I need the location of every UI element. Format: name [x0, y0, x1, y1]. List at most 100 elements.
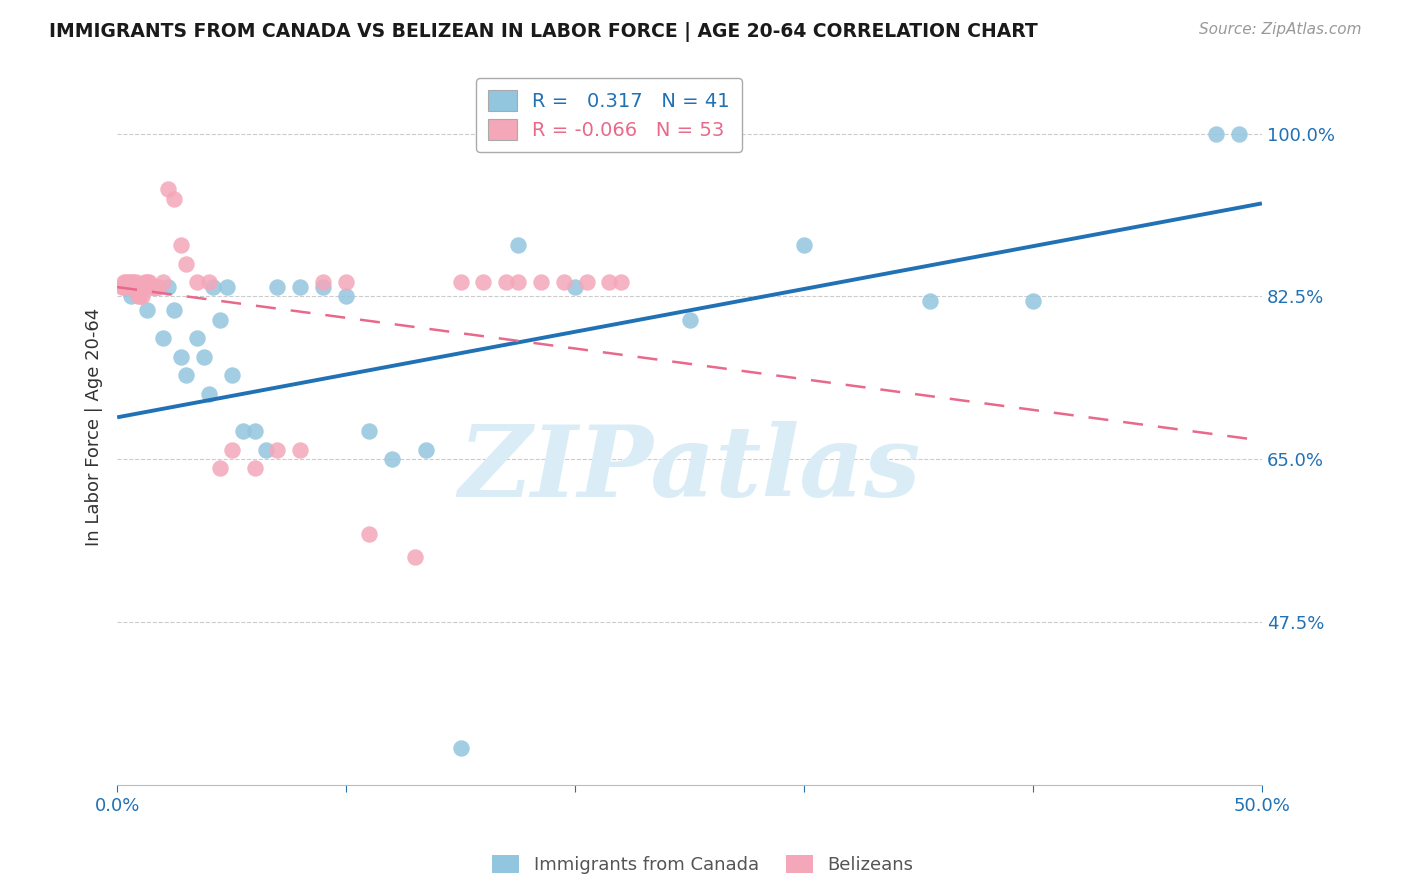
Point: [209, 461, 232, 475]
Point: [115, 276, 138, 290]
Point: [115, 280, 138, 294]
Text: ZIPatlas: ZIPatlas: [458, 421, 921, 518]
Point: [254, 442, 277, 457]
Point: [138, 276, 160, 290]
Point: [197, 387, 219, 401]
Point: [122, 280, 145, 294]
Point: [136, 303, 159, 318]
Point: [131, 289, 153, 303]
Point: [266, 442, 288, 457]
Point: [111, 280, 134, 294]
Point: [124, 280, 146, 294]
Point: [136, 276, 159, 290]
Point: [564, 280, 586, 294]
Point: [357, 526, 380, 541]
Point: [506, 238, 529, 252]
Point: [243, 425, 266, 439]
Point: [243, 461, 266, 475]
Point: [112, 280, 135, 294]
Point: [163, 303, 186, 318]
Point: [472, 276, 495, 290]
Point: [290, 442, 312, 457]
Point: [129, 289, 152, 303]
Point: [142, 280, 165, 294]
Point: [357, 425, 380, 439]
Point: [404, 549, 426, 564]
Point: [131, 280, 153, 294]
Point: [232, 425, 254, 439]
Point: [174, 368, 197, 383]
Point: [415, 442, 437, 457]
Point: [186, 331, 208, 345]
Point: [193, 350, 215, 364]
Point: [156, 280, 179, 294]
Point: [450, 740, 472, 755]
Text: IMMIGRANTS FROM CANADA VS BELIZEAN IN LABOR FORCE | AGE 20-64 CORRELATION CHART: IMMIGRANTS FROM CANADA VS BELIZEAN IN LA…: [49, 22, 1038, 42]
Point: [117, 276, 139, 290]
Point: [148, 280, 170, 294]
Point: [217, 280, 239, 294]
Point: [598, 276, 620, 290]
Point: [575, 276, 598, 290]
Point: [209, 312, 232, 326]
Point: [115, 280, 138, 294]
Point: [170, 238, 193, 252]
Point: [450, 276, 472, 290]
Point: [145, 280, 167, 294]
Point: [1022, 294, 1045, 309]
Point: [506, 276, 529, 290]
Point: [221, 368, 243, 383]
Point: [134, 280, 156, 294]
Point: [163, 192, 186, 206]
Point: [129, 280, 152, 294]
Legend: R =   0.317   N = 41, R = -0.066   N = 53: R = 0.317 N = 41, R = -0.066 N = 53: [477, 78, 742, 152]
Point: [156, 182, 179, 196]
Point: [120, 276, 142, 290]
Point: [124, 280, 146, 294]
Point: [117, 280, 139, 294]
Point: [553, 276, 575, 290]
Point: [112, 276, 135, 290]
Point: [335, 276, 357, 290]
Point: [134, 276, 156, 290]
Text: Source: ZipAtlas.com: Source: ZipAtlas.com: [1198, 22, 1361, 37]
Point: [793, 238, 815, 252]
Point: [136, 280, 159, 294]
Point: [127, 280, 149, 294]
Y-axis label: In Labor Force | Age 20-64: In Labor Force | Age 20-64: [86, 308, 103, 546]
Point: [678, 312, 700, 326]
Point: [120, 280, 142, 294]
Point: [312, 276, 335, 290]
Point: [197, 276, 219, 290]
Legend: Immigrants from Canada, Belizeans: Immigrants from Canada, Belizeans: [485, 847, 921, 881]
Point: [122, 280, 145, 294]
Point: [266, 280, 288, 294]
Point: [186, 276, 208, 290]
Point: [170, 350, 193, 364]
Point: [141, 280, 163, 294]
Point: [1205, 127, 1227, 141]
Point: [495, 276, 517, 290]
Point: [381, 452, 404, 467]
Point: [129, 280, 152, 294]
Point: [918, 294, 941, 309]
Point: [530, 276, 553, 290]
Point: [122, 276, 145, 290]
Point: [148, 280, 170, 294]
Point: [142, 280, 165, 294]
Point: [141, 280, 163, 294]
Point: [335, 289, 357, 303]
Point: [312, 280, 335, 294]
Point: [134, 280, 156, 294]
Point: [221, 442, 243, 457]
Point: [152, 331, 174, 345]
Point: [202, 280, 225, 294]
Point: [290, 280, 312, 294]
Point: [1227, 127, 1250, 141]
Point: [610, 276, 633, 290]
Point: [120, 289, 142, 303]
Point: [174, 257, 197, 271]
Point: [152, 276, 174, 290]
Point: [127, 289, 149, 303]
Point: [124, 276, 146, 290]
